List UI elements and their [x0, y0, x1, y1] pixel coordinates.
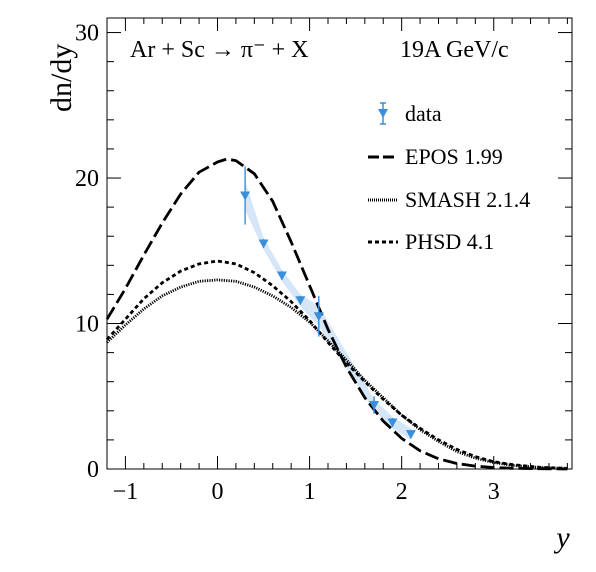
y-tick-label: 10	[75, 312, 99, 338]
data-point	[276, 271, 287, 281]
energy-label: 19A GeV/c	[400, 37, 509, 63]
data-point	[240, 191, 251, 201]
data-point	[258, 239, 269, 249]
legend-item-phsd: PHSD 4.1	[368, 229, 494, 254]
data-point	[295, 296, 306, 306]
legend-item-data: data	[378, 101, 442, 126]
data-points-layer	[240, 166, 416, 440]
legend-item-smash: SMASH 2.1.4	[368, 187, 530, 212]
plot-frame	[106, 17, 573, 470]
legend-label-smash: SMASH 2.1.4	[405, 187, 530, 212]
y-tick-label: 0	[87, 457, 99, 483]
reaction-label: Ar + Sc → π⁻ + X	[130, 37, 309, 63]
x-tick-label: −1	[113, 479, 139, 505]
x-tick-label: 1	[304, 479, 316, 505]
x-axis-title: y	[553, 521, 570, 554]
x-tick-label: 2	[396, 479, 408, 505]
y-axis-title: dn/dy	[45, 44, 78, 112]
curve-smash	[106, 278, 568, 470]
x-tick-label: 0	[211, 479, 223, 505]
x-tick-label: 3	[488, 479, 500, 505]
data-point	[405, 430, 416, 440]
legend-label-phsd: PHSD 4.1	[405, 229, 494, 254]
legend-item-epos: EPOS 1.99	[368, 144, 503, 169]
y-tick-label: 20	[75, 166, 99, 192]
data-point	[313, 312, 324, 322]
legend-label-data: data	[405, 101, 442, 126]
curve-phsd	[105, 259, 568, 470]
data-point	[387, 418, 398, 428]
legend: data EPOS 1.99 SMASH 2.1.4 PHSD 4.1	[368, 101, 530, 254]
legend-data-marker	[378, 109, 388, 118]
data-point	[369, 400, 380, 410]
legend-label-epos: EPOS 1.99	[405, 144, 503, 169]
y-tick-label: 30	[75, 21, 99, 47]
